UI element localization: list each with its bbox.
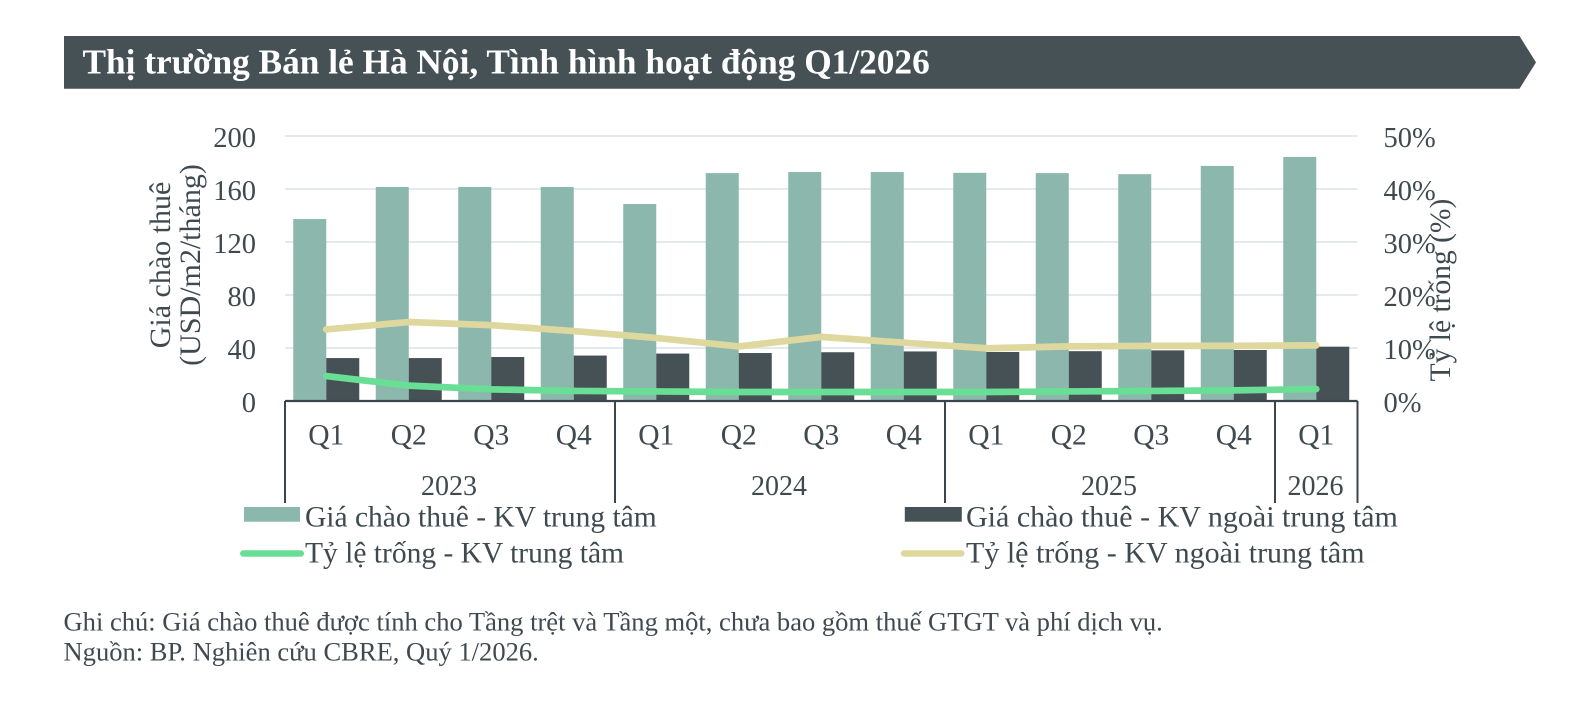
svg-text:Giá chào thuê - KV ngoài trung: Giá chào thuê - KV ngoài trung tâm	[966, 500, 1398, 533]
svg-text:Q3: Q3	[473, 420, 509, 452]
svg-text:Q3: Q3	[1133, 420, 1169, 452]
svg-text:Ghi chú: Giá chào thuê được tí: Ghi chú: Giá chào thuê được tính cho Tần…	[64, 606, 1163, 636]
svg-text:2025: 2025	[1081, 471, 1137, 502]
svg-text:0%: 0%	[1384, 388, 1422, 419]
svg-text:Tỷ lệ trống - KV trung tâm: Tỷ lệ trống - KV trung tâm	[305, 537, 624, 569]
svg-text:Thị trường Bán lẻ Hà Nội, Tình: Thị trường Bán lẻ Hà Nội, Tình hình hoạt…	[83, 43, 930, 82]
svg-text:40: 40	[228, 335, 257, 366]
svg-text:200: 200	[213, 123, 256, 154]
svg-text:120: 120	[213, 229, 256, 260]
svg-text:Q2: Q2	[721, 420, 757, 452]
svg-text:Q1: Q1	[968, 420, 1004, 452]
svg-text:2026: 2026	[1288, 471, 1344, 502]
svg-text:30%: 30%	[1384, 229, 1436, 260]
svg-text:40%: 40%	[1384, 176, 1436, 207]
svg-text:Q4: Q4	[556, 420, 592, 452]
svg-text:10%: 10%	[1384, 335, 1436, 366]
svg-text:160: 160	[213, 176, 256, 207]
svg-text:50%: 50%	[1384, 123, 1436, 154]
svg-text:Tỷ lệ trống (%): Tỷ lệ trống (%)	[1425, 199, 1457, 382]
svg-text:Q4: Q4	[1216, 420, 1252, 452]
svg-text:20%: 20%	[1384, 282, 1436, 313]
svg-text:(USD/m2/tháng): (USD/m2/tháng)	[174, 164, 207, 366]
svg-text:Tỷ lệ trống - KV ngoài trung t: Tỷ lệ trống - KV ngoài trung tâm	[966, 536, 1365, 569]
svg-text:Giá chào thuê: Giá chào thuê	[144, 182, 177, 349]
svg-text:Giá chào thuê - KV trung tâm: Giá chào thuê - KV trung tâm	[305, 501, 657, 533]
svg-text:80: 80	[228, 282, 257, 313]
svg-text:Q4: Q4	[886, 420, 922, 452]
svg-text:Q2: Q2	[391, 420, 427, 452]
svg-text:Nguồn: BP. Nghiên cứu CBRE, Qu: Nguồn: BP. Nghiên cứu CBRE, Quý 1/2026.	[64, 637, 539, 667]
svg-text:Q1: Q1	[308, 420, 344, 452]
svg-text:Q2: Q2	[1051, 420, 1087, 452]
svg-text:Q3: Q3	[803, 420, 839, 452]
svg-text:Q1: Q1	[1298, 420, 1334, 452]
svg-text:Q1: Q1	[638, 420, 674, 452]
svg-text:2023: 2023	[421, 471, 477, 502]
svg-text:0: 0	[242, 388, 256, 419]
svg-text:2024: 2024	[751, 471, 807, 502]
